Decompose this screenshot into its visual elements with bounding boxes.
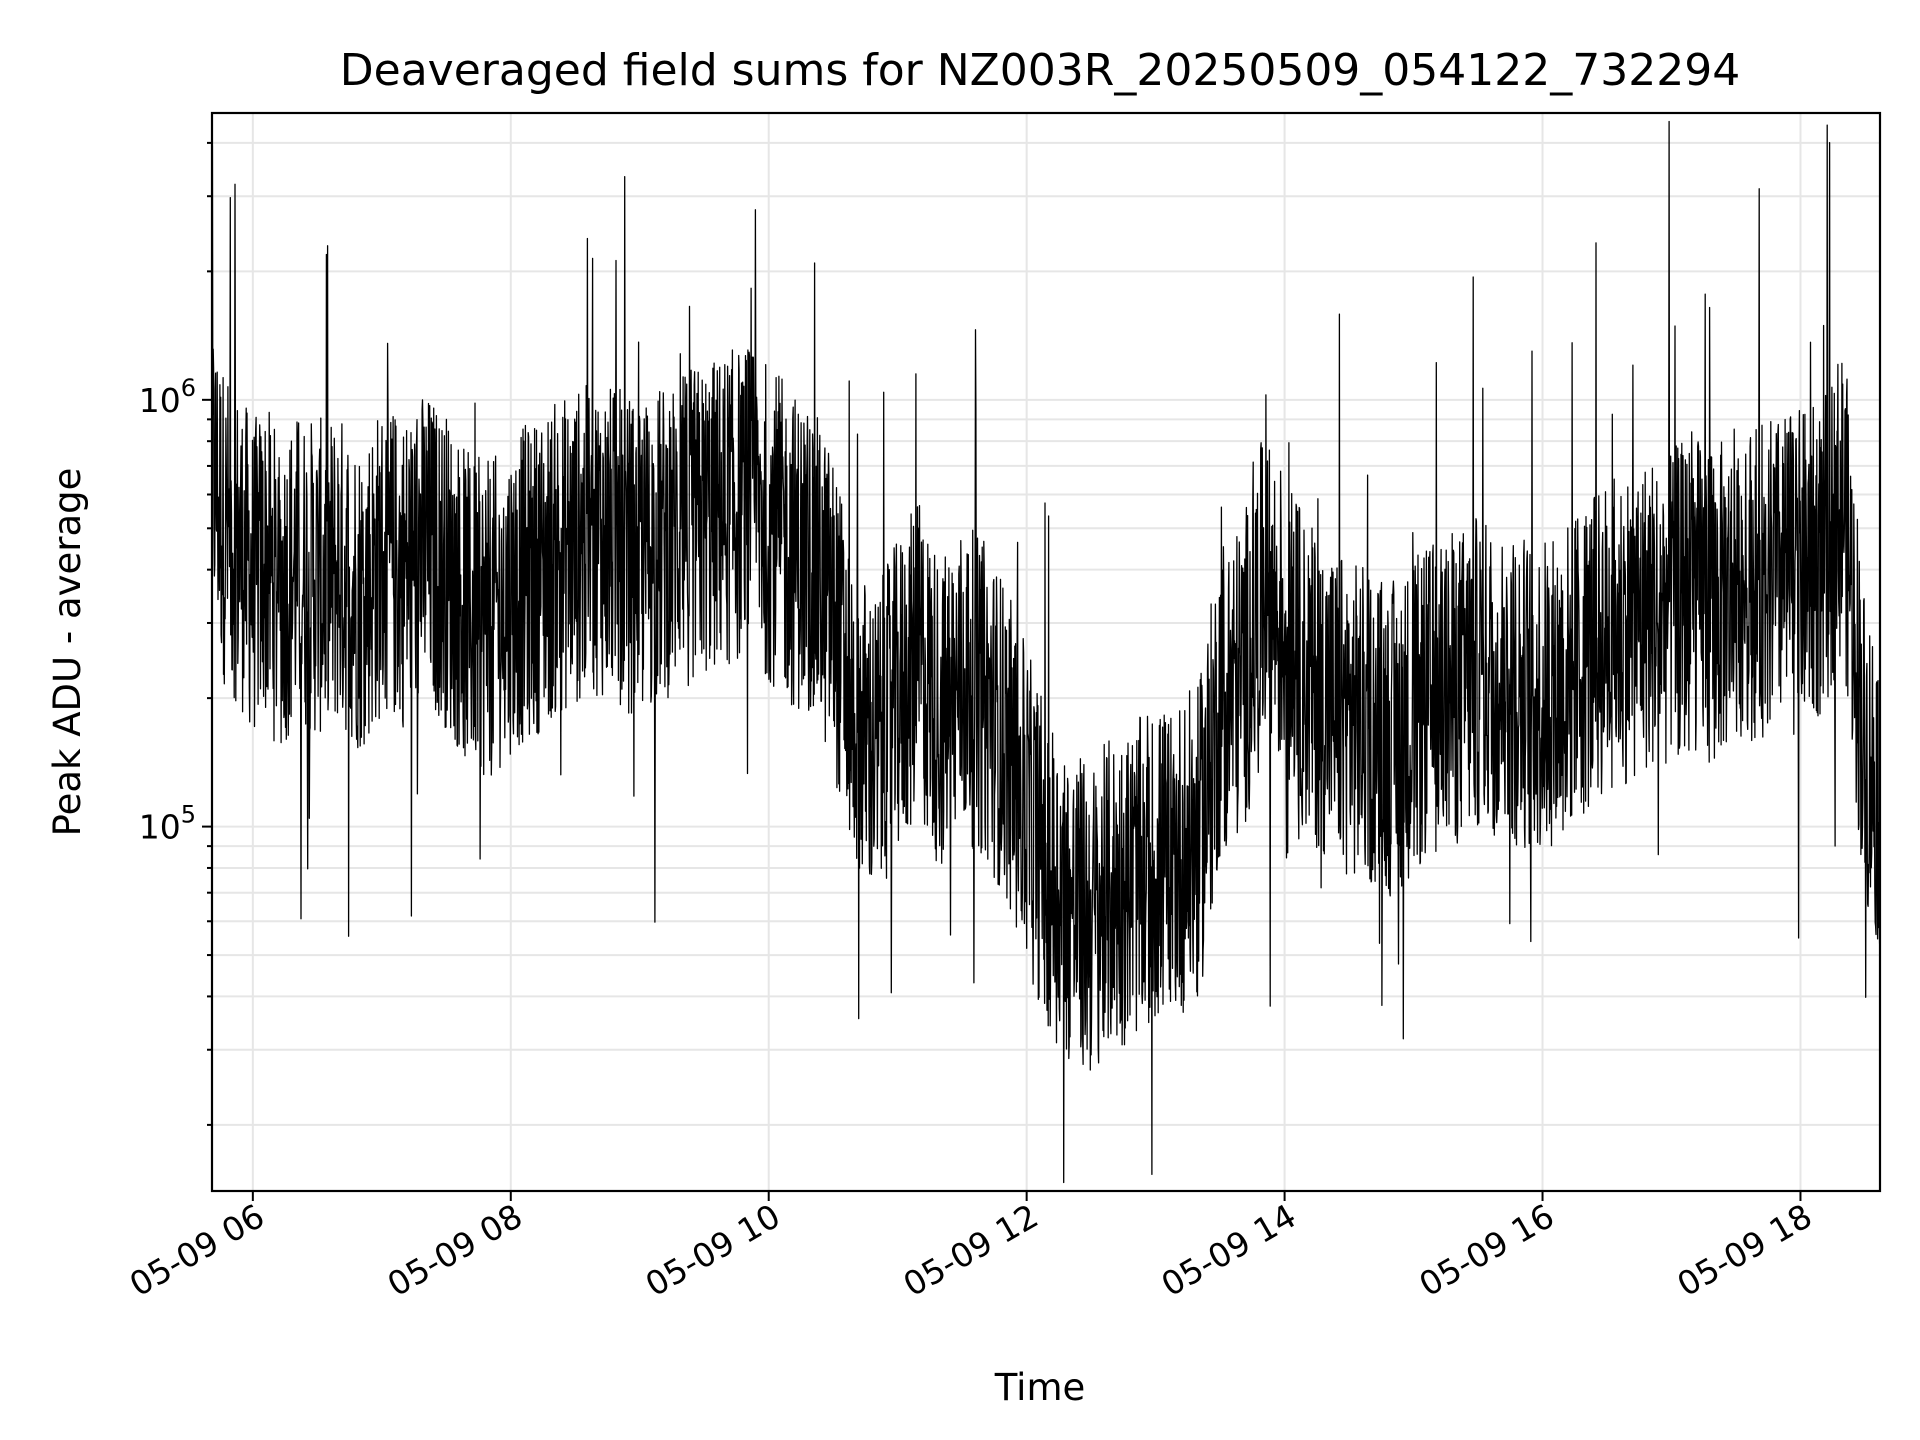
y-tick-label: 106 [139,374,196,420]
chart-title: Deaveraged field sums for NZ003R_2025050… [340,45,1740,96]
x-axis-label: Time [994,1366,1086,1409]
series-line [211,120,1881,1184]
series-layer [211,120,1881,1184]
y-axis-label: Peak ADU - average [46,468,89,837]
y-tick-label: 105 [139,801,196,847]
y-axis: 105 106 [139,141,212,1126]
plot-frame [210,111,1882,1193]
